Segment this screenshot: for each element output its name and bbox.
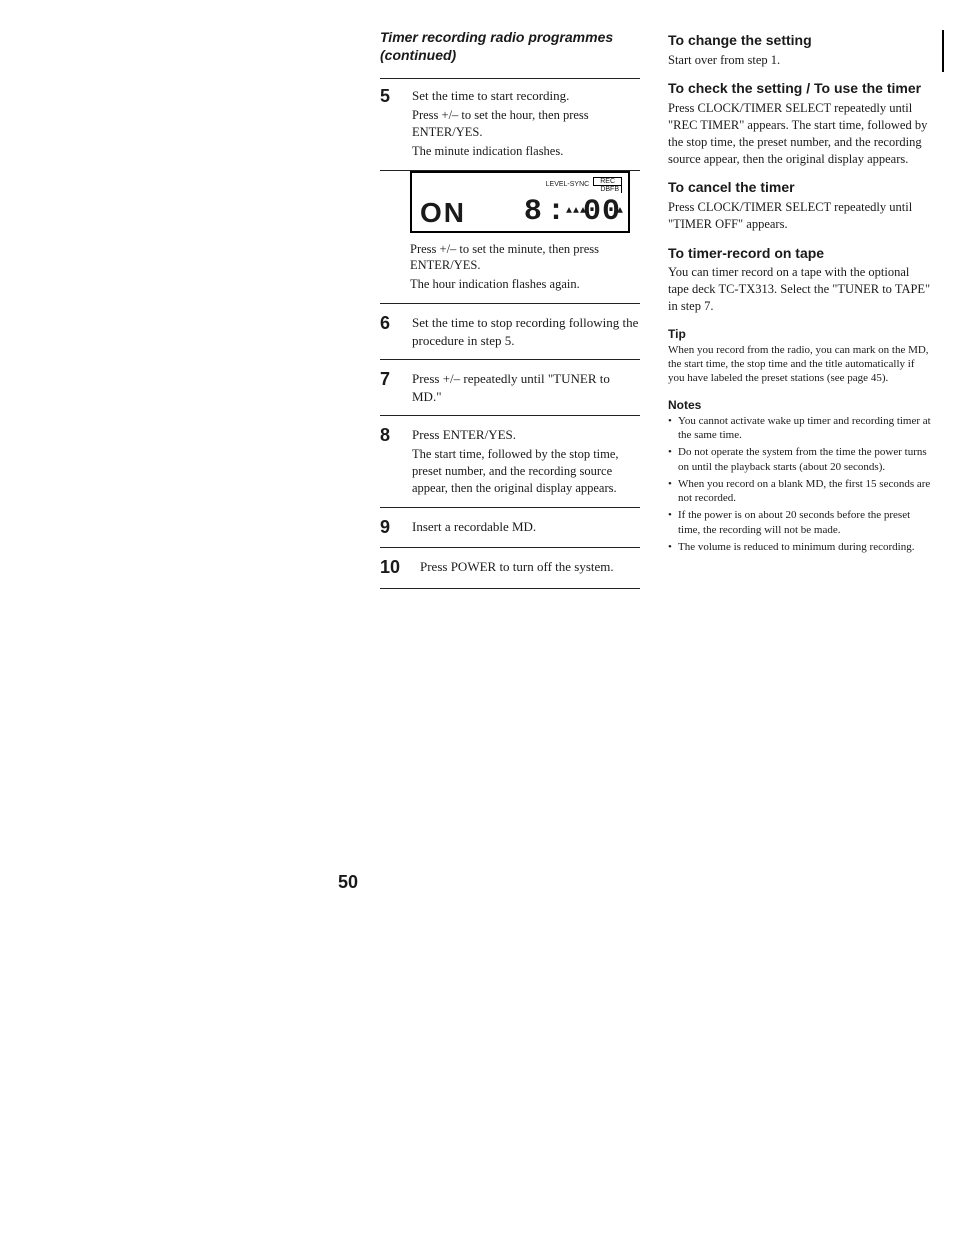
step-body: Insert a recordable MD. (412, 518, 640, 536)
page-content: Timer recording radio programmes (contin… (380, 28, 935, 599)
flash-arrows: ▲ (617, 209, 624, 214)
step-body: Set the time to start recording. Press +… (412, 87, 640, 159)
left-column: Timer recording radio programmes (contin… (380, 28, 640, 599)
step-6: 6 Set the time to stop recording followi… (380, 314, 640, 360)
notes-heading: Notes (668, 398, 933, 412)
step-sub: Press +/– to set the hour, then press EN… (412, 107, 640, 141)
step-number: 7 (380, 370, 402, 390)
paragraph: Press CLOCK/TIMER SELECT repeatedly unti… (668, 100, 933, 168)
display-block: LEVEL-SYNC REC DBFB ON 8 : ▲▲▲ 00 ▲ (380, 171, 640, 305)
step-body: Press ENTER/YES. The start time, followe… (412, 426, 640, 496)
step-sub: The start time, followed by the stop tim… (412, 446, 640, 497)
heading: To cancel the timer (668, 179, 933, 197)
step-number: 5 (380, 87, 402, 107)
step-number: 10 (380, 558, 410, 578)
heading: To check the setting / To use the timer (668, 80, 933, 98)
step-sub: Press +/– to set the minute, then press … (410, 241, 640, 275)
step-10: 10 Press POWER to turn off the system. (380, 558, 640, 589)
step-number: 8 (380, 426, 402, 446)
step-9: 9 Insert a recordable MD. (380, 518, 640, 549)
note-item: When you record on a blank MD, the first… (668, 477, 933, 506)
step-7: 7 Press +/– repeatedly until "TUNER to M… (380, 370, 640, 416)
on-indicator: ON (420, 197, 466, 229)
step-body: Press +/– repeatedly until "TUNER to MD.… (412, 370, 640, 405)
tip-heading: Tip (668, 327, 933, 341)
page-number: 50 (338, 872, 358, 893)
step-sub: The hour indication flashes again. (410, 276, 640, 293)
step-number: 9 (380, 518, 402, 538)
time-colon: : (547, 195, 566, 229)
heading: To change the setting (668, 32, 933, 50)
step-main: Set the time to start recording. (412, 87, 640, 105)
note-item: The volume is reduced to minimum during … (668, 540, 933, 554)
paragraph: Press CLOCK/TIMER SELECT repeatedly unti… (668, 199, 933, 233)
step-5: 5 Set the time to start recording. Press… (380, 78, 640, 170)
notes-list: You cannot activate wake up timer and re… (668, 414, 933, 555)
section-title: Timer recording radio programmes (contin… (380, 28, 640, 64)
dbfb-label: DBFB (600, 186, 622, 193)
display-main-row: ON 8 : ▲▲▲ 00 ▲ (420, 195, 620, 229)
paragraph: You can timer record on a tape with the … (668, 264, 933, 315)
time-readout: 8 : ▲▲▲ 00 ▲ (524, 195, 620, 229)
note-item: You cannot activate wake up timer and re… (668, 414, 933, 443)
right-column: To change the setting Start over from st… (668, 28, 933, 599)
step-main: Press ENTER/YES. (412, 426, 640, 444)
display-indicators: LEVEL-SYNC REC DBFB (546, 177, 622, 193)
time-hour: 8 (524, 195, 543, 229)
tip-body: When you record from the radio, you can … (668, 343, 933, 386)
paragraph: Start over from step 1. (668, 52, 933, 69)
note-item: Do not operate the system from the time … (668, 445, 933, 474)
step-body-cont: Press +/– to set the minute, then press … (410, 241, 640, 294)
step-8: 8 Press ENTER/YES. The start time, follo… (380, 426, 640, 507)
margin-rule (942, 30, 944, 72)
lcd-display: LEVEL-SYNC REC DBFB ON 8 : ▲▲▲ 00 ▲ (410, 171, 630, 233)
note-item: If the power is on about 20 seconds befo… (668, 508, 933, 537)
step-body: Set the time to stop recording following… (412, 314, 640, 349)
step-sub: The minute indication flashes. (412, 143, 640, 160)
step-body: Press POWER to turn off the system. (420, 558, 640, 576)
step-number: 6 (380, 314, 402, 334)
time-min: 00 (583, 195, 621, 229)
rec-label: REC (593, 177, 622, 186)
heading: To timer-record on tape (668, 245, 933, 263)
level-sync-label: LEVEL-SYNC (546, 181, 590, 188)
rec-box: REC DBFB (593, 177, 622, 193)
